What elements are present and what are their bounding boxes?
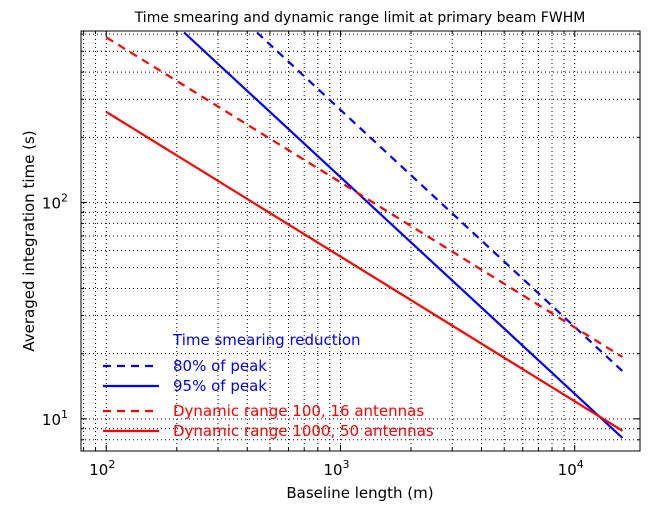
legend-label: 95% of peak xyxy=(173,377,267,395)
legend-label: 80% of peak xyxy=(173,357,267,375)
chart-title: Time smearing and dynamic range limit at… xyxy=(134,10,586,26)
series-line-4 xyxy=(105,110,624,432)
series-lines xyxy=(105,31,624,439)
series-line-2 xyxy=(183,31,624,439)
legend-label: Dynamic range 1000, 50 antennas xyxy=(173,422,434,440)
y-axis-label: Averaged integration time (s) xyxy=(20,130,38,351)
legend-label: Dynamic range 100, 16 antennas xyxy=(173,402,424,420)
legend: Time smearing reduction 80% of peak 95% of… xyxy=(103,331,434,440)
x-axis-label: Baseline length (m) xyxy=(286,484,433,502)
legend-heading: Time smearing reduction xyxy=(172,331,361,349)
plot-frame xyxy=(80,30,641,452)
series-line-3 xyxy=(105,36,624,358)
